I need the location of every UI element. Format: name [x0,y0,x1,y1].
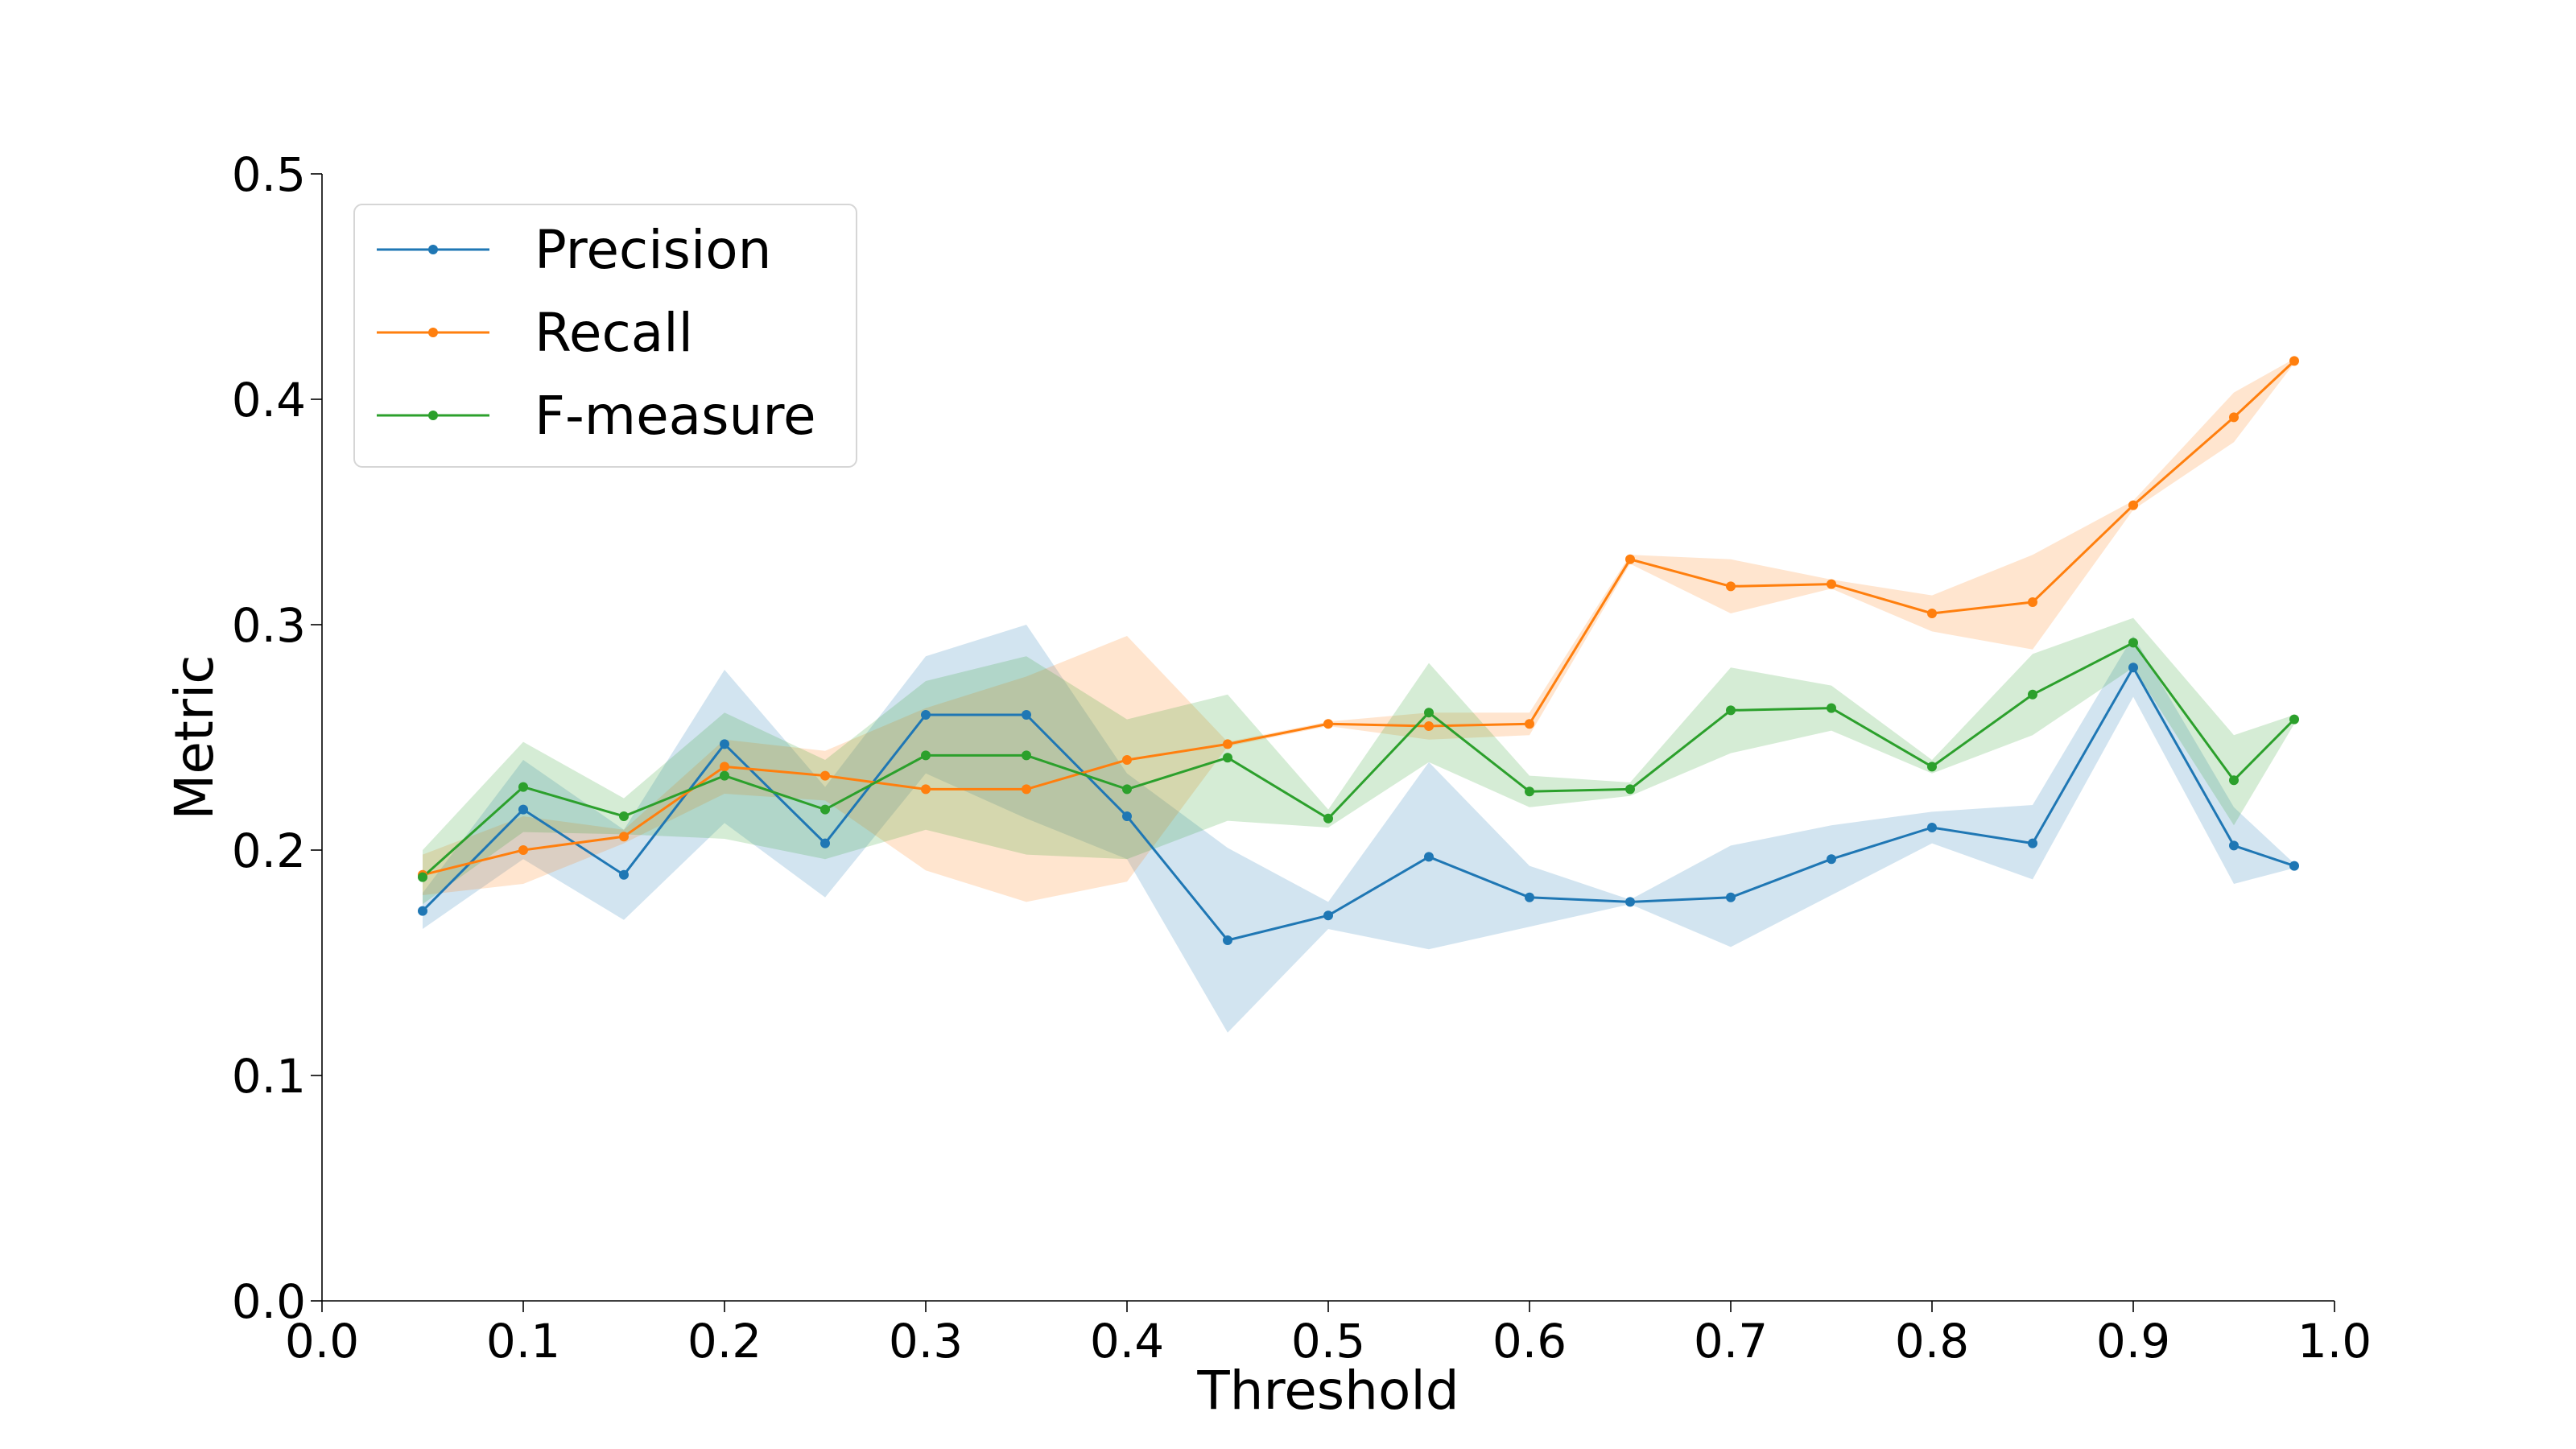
f-measure-point [921,750,931,761]
recall-point [518,845,528,855]
precision-point [1726,892,1736,902]
x-axis-label: Threshold [1196,1360,1459,1422]
f-measure-point [2289,714,2299,724]
legend-precision-marker [428,245,438,254]
y-tick-label: 0.1 [232,1049,306,1104]
f-measure-point [1323,813,1333,824]
precision-point [2229,840,2239,851]
f-measure-point [619,811,629,821]
x-tick-label: 0.5 [1291,1314,1365,1368]
f-measure-point [1625,784,1635,795]
precision-line [421,666,2295,942]
precision-point [1525,892,1534,902]
y-axis-label: Metric [163,654,225,819]
recall-point [2229,412,2239,423]
precision-point [1223,935,1232,945]
recall-point [1827,579,1836,589]
recall-point [1726,581,1736,592]
recall-line [422,360,2296,877]
x-tick-label: 0.3 [889,1314,963,1368]
recall-point [619,832,629,842]
legend-recall-label: Recall [535,302,693,364]
y-tick-label: 0.5 [232,147,306,202]
recall-point [1927,609,1937,618]
legend: Precision Recall F-measure [353,204,857,468]
recall-point [720,762,729,772]
precision-point [1424,852,1434,862]
legend-f-measure-label: F-measure [535,385,816,447]
recall-point [1525,719,1534,729]
legend-precision-label: Precision [535,219,772,281]
precision-point [1927,823,1937,832]
f-measure-point [1022,750,1031,761]
f-measure-point [1223,753,1232,763]
recall-point [2128,500,2138,510]
f-measure-point [1122,784,1132,795]
f-measure-point [720,770,729,781]
x-axis-ticks: 0.0 0.1 0.2 0.3 0.4 0.5 0.6 0.7 0.8 0.9 1.0 [285,1301,2372,1368]
recall-point [1625,554,1635,564]
confidence-bands [423,358,2294,1033]
y-tick-label: 0.4 [232,373,306,427]
recall-point [1022,784,1031,795]
x-tick-label: 0.0 [285,1314,359,1368]
recall-point [2289,356,2299,366]
f-measure-point [2229,775,2239,786]
f-measure-point [820,804,830,815]
precision-point [2289,861,2299,871]
recall-point [1122,755,1132,765]
recall-point [820,770,830,781]
precision-point [2128,663,2138,673]
precision-point [418,906,427,916]
f-measure-point [1525,786,1534,797]
series-markers [418,356,2299,945]
f-measure-point [518,782,528,792]
x-tick-label: 0.6 [1492,1314,1567,1368]
recall-band [423,358,2294,902]
precision-band [423,625,2294,1033]
legend-f-measure-marker [428,411,438,420]
f-measure-point [1827,703,1836,713]
precision-point [1827,854,1836,865]
recall-point [921,784,931,795]
series-lines [421,360,2296,942]
x-tick-label: 0.2 [687,1314,762,1368]
recall-point [1323,719,1333,729]
f-measure-point [1726,705,1736,716]
precision-point [1625,897,1635,907]
x-tick-label: 0.8 [1895,1314,1969,1368]
recall-point [1223,739,1232,749]
recall-point [1424,721,1434,731]
precision-point [2028,838,2037,848]
x-tick-label: 0.4 [1090,1314,1164,1368]
y-tick-label: 0.0 [232,1274,306,1329]
precision-point [820,838,830,848]
precision-point [720,739,729,749]
f-measure-point [2128,638,2138,648]
precision-point [1122,811,1132,821]
f-measure-point [2028,689,2037,700]
legend-frame [353,204,857,468]
f-measure-band [423,617,2294,905]
precision-point [1323,910,1333,921]
precision-point [1022,710,1031,720]
y-tick-label: 0.2 [232,824,306,878]
y-tick-label: 0.3 [232,598,306,653]
x-tick-label: 0.1 [486,1314,560,1368]
x-tick-label: 0.9 [2096,1314,2170,1368]
f-measure-line [421,641,2296,878]
f-measure-point [418,872,427,882]
precision-point [921,710,931,720]
legend-recall-marker [428,328,438,337]
f-measure-point [1424,708,1434,718]
precision-point [619,869,629,880]
y-axis-ticks: 0.0 0.1 0.2 0.3 0.4 0.5 [232,147,322,1329]
recall-point [2028,597,2037,607]
f-measure-point [1927,762,1937,772]
x-tick-label: 1.0 [2297,1314,2372,1368]
x-tick-label: 0.7 [1694,1314,1768,1368]
precision-point [518,804,528,815]
